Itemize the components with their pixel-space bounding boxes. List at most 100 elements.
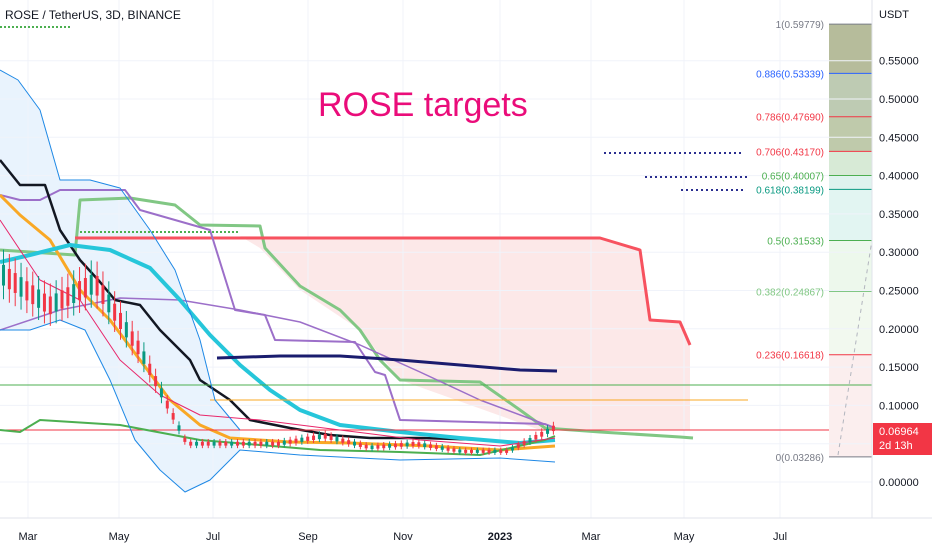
fib-label: 0(0.03286): [776, 453, 824, 464]
fib-label: 0.236(0.16618): [756, 351, 824, 362]
candle-body: [411, 442, 415, 446]
candle-body: [54, 293, 58, 312]
candle-body: [510, 447, 514, 451]
candle-body: [271, 441, 275, 446]
candle-body: [113, 303, 117, 321]
fib-label: 0.618(0.38199): [756, 185, 824, 196]
candle-body: [101, 285, 105, 304]
candle-body: [42, 293, 46, 312]
fib-zone: [829, 73, 872, 117]
candle-body: [253, 441, 257, 446]
candle-body: [37, 289, 41, 308]
candle-body: [528, 438, 532, 443]
candle-body: [288, 439, 292, 444]
indicator-line: [0, 243, 556, 445]
price-tick-label: 0.00000: [879, 477, 919, 489]
candle-body: [78, 281, 82, 301]
price-axis-currency: USDT: [879, 9, 909, 21]
fib-label: 0.786(0.47690): [756, 113, 824, 124]
time-tick-label: Jul: [206, 531, 220, 543]
candle-body: [405, 442, 409, 447]
indicator-line: [0, 69, 241, 431]
current-price-value: 0.06964: [879, 426, 919, 438]
candle-body: [323, 433, 327, 439]
candle-body: [452, 448, 456, 452]
time-tick-label: Mar: [582, 531, 601, 543]
candle-body: [522, 441, 526, 445]
candle-body: [353, 441, 356, 446]
candle-body: [382, 444, 386, 449]
candle-body: [475, 449, 479, 453]
candle-body: [66, 287, 70, 306]
candle-body: [241, 441, 245, 446]
candle-body: [7, 268, 11, 290]
candle-body: [247, 441, 251, 446]
fib-label: 0.5(0.31533): [767, 236, 824, 247]
candle-body: [107, 294, 111, 313]
current-price-tag: 0.06964 2d 13h: [873, 423, 932, 455]
price-tick-label: 0.35000: [879, 209, 919, 221]
candle-body: [429, 444, 433, 448]
time-tick-label: Sep: [298, 531, 318, 543]
candle-body: [224, 441, 228, 446]
candle-body: [200, 441, 204, 446]
candle-body: [551, 425, 555, 432]
price-tick-label: 0.45000: [879, 132, 919, 144]
candle-body: [282, 440, 286, 445]
candle-body: [230, 441, 234, 446]
candle-body: [294, 438, 298, 443]
fib-label: 1(0.59779): [776, 20, 824, 31]
candle-body: [95, 275, 99, 296]
candle-body: [259, 441, 263, 446]
candle-body: [329, 435, 333, 440]
fib-lines: [0, 23, 873, 458]
fib-zone: [829, 151, 872, 176]
candle-body: [306, 436, 310, 441]
fib-zone: [829, 175, 872, 190]
candle-body: [189, 441, 193, 446]
candle-body: [358, 443, 362, 447]
candlesticks: [2, 249, 555, 455]
candle-body: [446, 447, 450, 451]
candle-body: [177, 425, 181, 431]
indicator-line: [75, 236, 692, 346]
fib-label: 0.706(0.43170): [756, 147, 824, 158]
indicator-line: [216, 354, 558, 373]
indicator-line: [0, 196, 694, 440]
candle-body: [72, 284, 76, 304]
symbol-header: ROSE / TetherUS, 3D, BINANCE: [5, 8, 181, 22]
fib-label: 0.65(0.40007): [762, 172, 824, 183]
candle-body: [136, 340, 140, 355]
candle-body: [171, 413, 175, 420]
candle-body: [276, 441, 280, 446]
candle-body: [2, 264, 5, 286]
fib-label: 0.382(0.24867): [756, 288, 824, 299]
candle-body: [434, 445, 438, 449]
candle-body: [335, 437, 339, 442]
candle-body: [493, 449, 497, 453]
candle-body: [154, 376, 158, 387]
candle-body: [470, 449, 473, 453]
candle-body: [83, 278, 87, 298]
bollinger-area: [0, 70, 240, 492]
candle-body: [265, 441, 269, 446]
candle-body: [370, 445, 374, 450]
candle-body: [159, 388, 163, 398]
time-tick-label: Mar: [19, 531, 38, 543]
candle-body: [236, 441, 239, 446]
candle-body: [119, 312, 122, 330]
candle-body: [393, 443, 397, 448]
fib-zone: [829, 291, 872, 355]
candle-body: [25, 281, 29, 301]
fib-zone: [829, 116, 872, 152]
fib-labels: 1(0.59779) 0.886(0.53339) 0.786(0.47690) 0.…: [756, 20, 824, 464]
fib-label: 0.886(0.53339): [756, 69, 824, 80]
candle-body: [534, 434, 538, 440]
candle-body: [317, 434, 321, 440]
candle-body: [376, 445, 380, 449]
price-tick-label: 0.15000: [879, 362, 919, 374]
candle-body: [195, 441, 199, 446]
fib-zone: [829, 24, 872, 74]
price-tick-label: 0.40000: [879, 171, 919, 183]
